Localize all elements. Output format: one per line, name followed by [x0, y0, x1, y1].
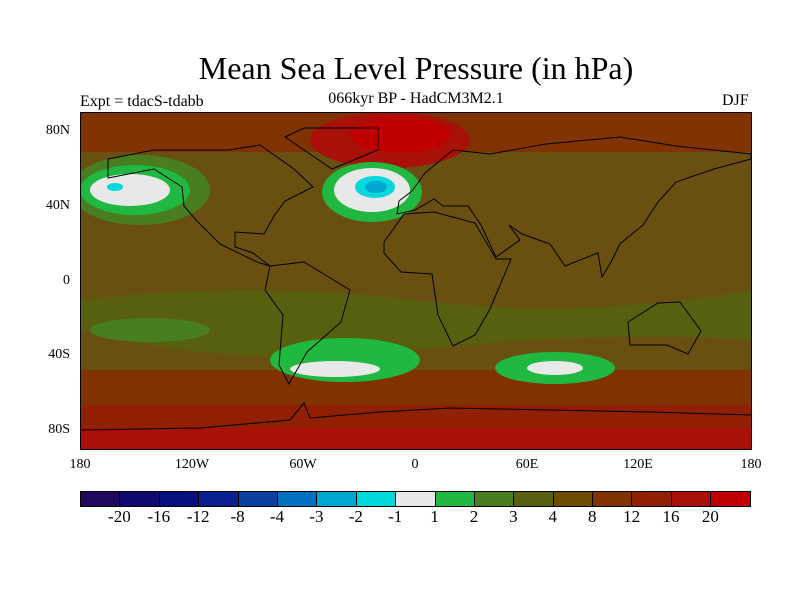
plot-title: Mean Sea Level Pressure (in hPa) [198, 50, 634, 86]
colorbar-swatch [81, 492, 121, 506]
colorbar-swatch [435, 492, 475, 506]
lat-label: 40N [45, 198, 70, 213]
colorbar-label: 8 [587, 507, 597, 526]
field-south-atlantic-core [290, 361, 380, 377]
lat-label: 0 [63, 273, 70, 288]
colorbar-swatch [199, 492, 239, 506]
field-pacific-south [90, 318, 210, 342]
lon-label: 180 [69, 457, 91, 472]
colorbar-swatch [553, 492, 594, 506]
south-america-outline [264, 261, 351, 386]
field-antarctic-max [80, 428, 752, 450]
eurasia-outline [396, 136, 752, 279]
australia-outline [627, 301, 702, 355]
colorbar-swatch [593, 492, 633, 506]
lon-label: 60E [515, 457, 539, 472]
colorbar-label: 3 [509, 507, 518, 526]
colorbar-label: -3 [309, 507, 324, 526]
colorbar-swatch [671, 492, 712, 506]
colorbar-label: -1 [388, 507, 403, 526]
field-indian-core [527, 361, 583, 375]
colorbar-swatch [277, 492, 318, 506]
colorbar-swatch [396, 492, 436, 506]
coastlines [80, 127, 752, 431]
colorbar [80, 491, 751, 507]
map-frame [80, 112, 752, 450]
field-pacific-low-core [90, 174, 170, 206]
field-pacific-low-center [107, 183, 123, 191]
colorbar-label: 16 [662, 507, 680, 526]
lon-label: 120E [623, 457, 653, 472]
lon-label: 180 [740, 457, 762, 472]
lon-label: 120W [174, 457, 210, 472]
field-arctic-max [350, 117, 450, 153]
colorbar-swatch [159, 492, 200, 506]
colorbar-swatch [474, 492, 515, 506]
field-atlantic-low-center [365, 181, 387, 193]
colorbar-label: 12 [623, 507, 641, 526]
season-label: DJF [722, 92, 749, 109]
experiment-label: Expt = tdacS-tdabb [80, 93, 204, 110]
lat-label: 80N [45, 123, 70, 138]
lon-label: 60W [289, 457, 317, 472]
colorbar-swatch [711, 492, 750, 506]
lon-label: 0 [411, 457, 419, 472]
colorbar-label: -2 [348, 507, 363, 526]
colorbar-label: 4 [548, 507, 558, 526]
colorbar-label: 1 [430, 507, 439, 526]
colorbar-label: -8 [230, 507, 245, 526]
colorbar-label: 20 [701, 507, 719, 526]
colorbar-swatch [514, 492, 554, 506]
colorbar-label: -16 [147, 507, 171, 526]
colorbar-label: -12 [186, 507, 210, 526]
colorbar-swatch [356, 492, 397, 506]
north-america-outline [107, 144, 314, 267]
greenland-outline [283, 127, 379, 170]
lat-label: 80S [48, 422, 70, 437]
colorbar-swatch [238, 492, 278, 506]
field-south-mid [80, 290, 752, 357]
pressure-map [80, 112, 752, 450]
colorbar-swatch [317, 492, 357, 506]
colorbar-label: -4 [269, 507, 285, 526]
colorbar-label: 2 [469, 507, 479, 526]
africa-outline [383, 211, 512, 347]
colorbar-label: -20 [108, 507, 131, 526]
antarctica-outline [80, 402, 752, 431]
lat-label: 40S [48, 347, 70, 362]
colorbar-swatch [120, 492, 160, 506]
plot-subtitle: 066kyr BP - HadCM3M2.1 [328, 90, 504, 107]
colorbar-swatch [632, 492, 672, 506]
